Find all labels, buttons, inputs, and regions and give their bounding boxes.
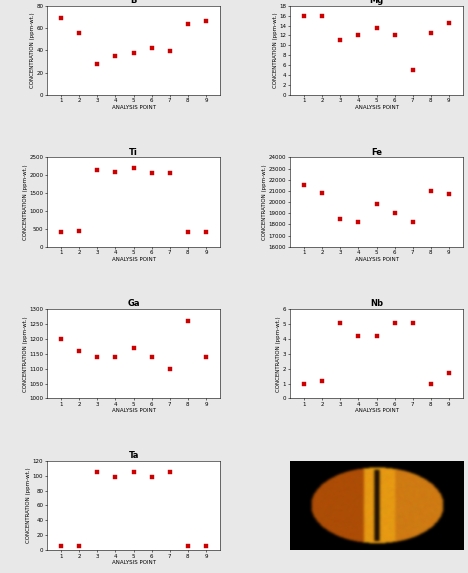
Title: Ta: Ta: [128, 451, 139, 460]
Title: B: B: [131, 0, 137, 5]
Title: Fe: Fe: [371, 148, 382, 156]
X-axis label: ANALYSIS POINT: ANALYSIS POINT: [111, 560, 155, 565]
Title: Mg: Mg: [369, 0, 384, 5]
Y-axis label: CONCENTRATION (ppm-wt.): CONCENTRATION (ppm-wt.): [26, 468, 31, 543]
X-axis label: ANALYSIS POINT: ANALYSIS POINT: [111, 105, 155, 110]
Y-axis label: CONCENTRATION (ppm-wt.): CONCENTRATION (ppm-wt.): [277, 316, 281, 391]
X-axis label: ANALYSIS POINT: ANALYSIS POINT: [111, 408, 155, 413]
X-axis label: ANALYSIS POINT: ANALYSIS POINT: [355, 408, 399, 413]
X-axis label: ANALYSIS POINT: ANALYSIS POINT: [111, 257, 155, 261]
Title: Nb: Nb: [370, 299, 383, 308]
Y-axis label: CONCENTRATION (ppm-wt.): CONCENTRATION (ppm-wt.): [23, 164, 28, 240]
X-axis label: ANALYSIS POINT: ANALYSIS POINT: [355, 257, 399, 261]
Y-axis label: CONCENTRATION (ppm-wt.): CONCENTRATION (ppm-wt.): [273, 13, 278, 88]
Y-axis label: CONCENTRATION (ppm-wt.): CONCENTRATION (ppm-wt.): [30, 13, 35, 88]
Title: Ti: Ti: [129, 148, 138, 156]
Y-axis label: CONCENTRATION (ppm-wt.): CONCENTRATION (ppm-wt.): [263, 164, 267, 240]
X-axis label: ANALYSIS POINT: ANALYSIS POINT: [355, 105, 399, 110]
Y-axis label: CONCENTRATION (ppm-wt.): CONCENTRATION (ppm-wt.): [23, 316, 28, 391]
Title: Ga: Ga: [127, 299, 140, 308]
